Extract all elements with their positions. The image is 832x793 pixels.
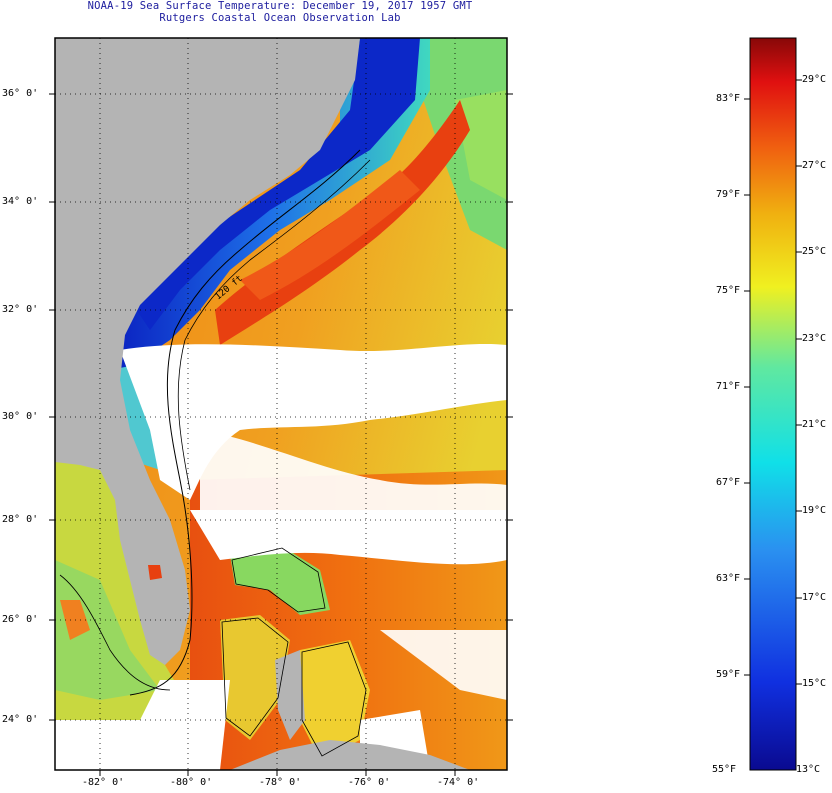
bahamas-bank-north xyxy=(230,545,330,615)
cbar-f-55: 55°F xyxy=(712,764,737,775)
cbar-f-79: 79°F xyxy=(716,189,741,200)
cbar-f-71: 71°F xyxy=(716,381,741,392)
lon-label-76: -76° 0' xyxy=(348,777,391,788)
lat-label-32: 32° 0' xyxy=(2,304,39,315)
cbar-c-17: 17°C xyxy=(802,592,827,603)
map-subtitle: Rutgers Coastal Ocean Observation Lab xyxy=(159,12,401,24)
map-ticks xyxy=(49,93,513,776)
lat-label-36: 36° 0' xyxy=(2,88,39,99)
map-frame xyxy=(54,37,508,771)
cbar-c-13: 13°C xyxy=(796,764,821,775)
cbar-f-63: 63°F xyxy=(716,573,741,584)
cbar-c-21: 21°C xyxy=(802,419,827,430)
lat-label-24: 24° 0' xyxy=(2,714,39,725)
lat-label-30: 30° 0' xyxy=(2,411,39,422)
map-title: NOAA-19 Sea Surface Temperature: Decembe… xyxy=(87,0,473,12)
lake xyxy=(148,565,162,580)
cbar-f-83: 83°F xyxy=(716,93,741,104)
lat-label-26: 26° 0' xyxy=(2,614,39,625)
cbar-c-29: 29°C xyxy=(802,74,827,85)
graticule xyxy=(55,38,507,770)
cbar-c-25: 25°C xyxy=(802,246,827,257)
cbar-f-59: 59°F xyxy=(716,669,741,680)
cbar-c-15: 15°C xyxy=(802,678,827,689)
lon-label-74: -74° 0' xyxy=(437,777,480,788)
cbar-f-67: 67°F xyxy=(716,477,741,488)
cbar-c-19: 19°C xyxy=(802,505,827,516)
lon-label-80: -80° 0' xyxy=(170,777,213,788)
cloud-mask xyxy=(120,343,507,500)
color-scale-bar xyxy=(749,37,797,771)
lat-label-28: 28° 0' xyxy=(2,514,39,525)
cbar-f-75: 75°F xyxy=(716,285,741,296)
cbar-c-27: 27°C xyxy=(802,160,827,171)
cbar-c-23: 23°C xyxy=(802,333,827,344)
lat-label-34: 34° 0' xyxy=(2,196,39,207)
bahamas-bank-south xyxy=(220,615,290,740)
lon-label-78: -78° 0' xyxy=(259,777,302,788)
land-cuba xyxy=(230,740,470,770)
land-mainland xyxy=(55,38,360,665)
colorbar-ticks xyxy=(744,79,802,685)
lon-label-82: -82° 0' xyxy=(82,777,125,788)
depth-contour xyxy=(129,149,361,696)
